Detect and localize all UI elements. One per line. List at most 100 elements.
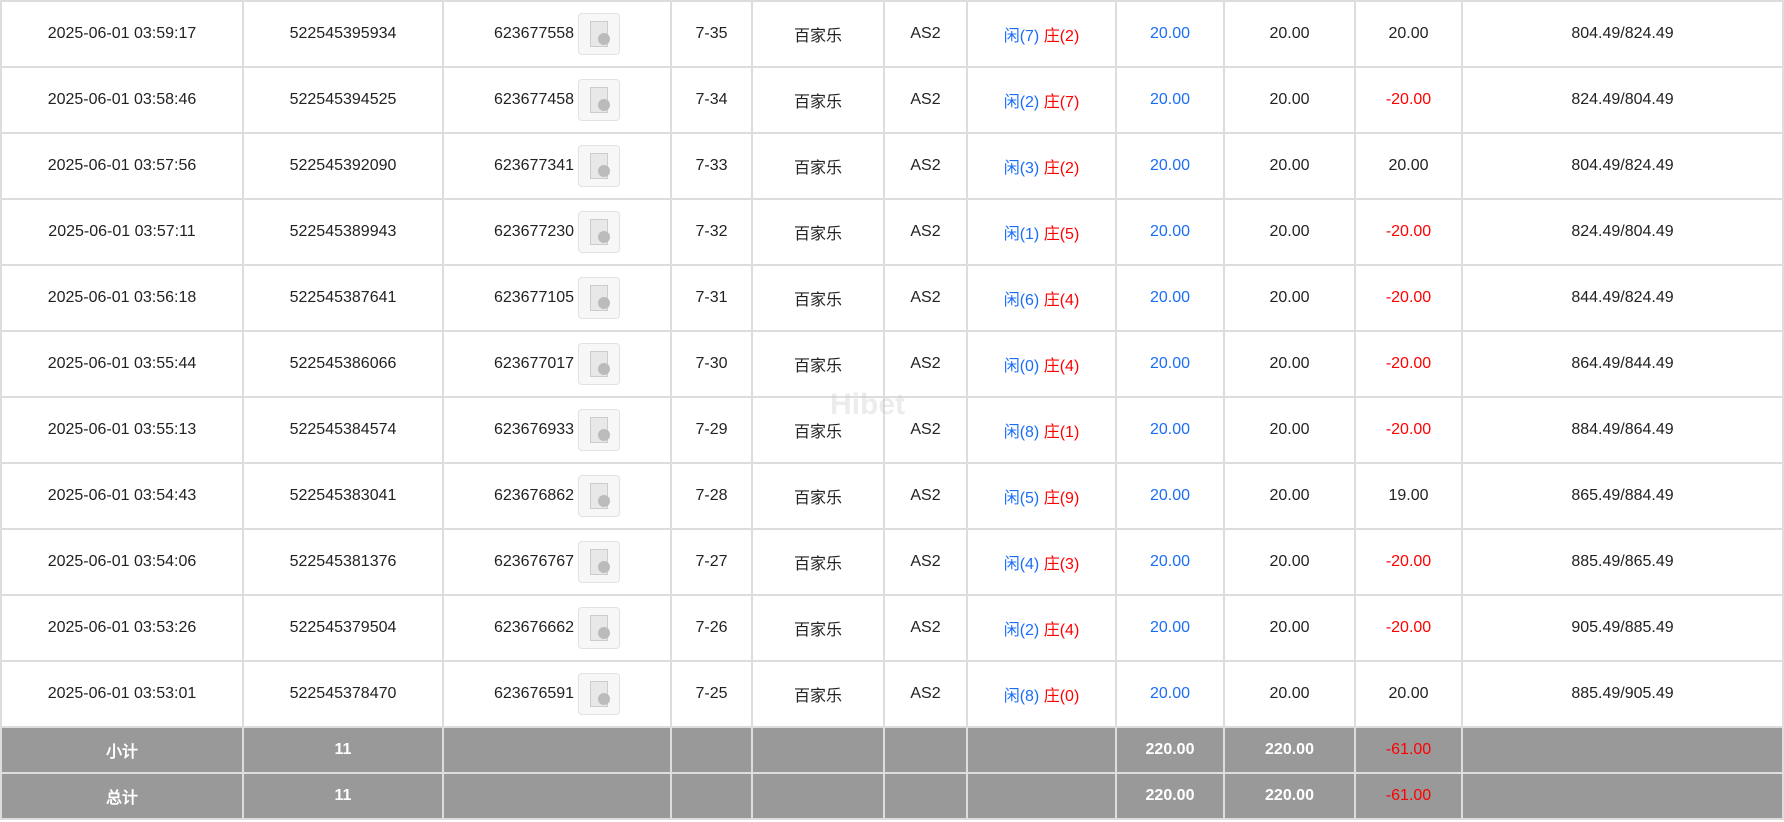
- bet-time: 2025-06-01 03:59:17: [0, 0, 244, 68]
- bet-time: 2025-06-01 03:55:13: [0, 396, 244, 464]
- bet-time: 2025-06-01 03:56:18: [0, 264, 244, 332]
- banker-result: 庄(1): [1043, 424, 1080, 441]
- player-result: 闲(7): [1003, 28, 1040, 45]
- game-id-cell: 623677105: [442, 264, 672, 332]
- win-loss: -20.00: [1354, 264, 1463, 332]
- balance: 885.49/865.49: [1461, 528, 1784, 596]
- video-replay-icon[interactable]: [578, 541, 621, 583]
- total-count: 11: [242, 772, 444, 820]
- win-loss: -20.00: [1354, 330, 1463, 398]
- game-id-cell: 623677230: [442, 198, 672, 266]
- order-number: 522545394525: [242, 66, 444, 134]
- video-replay-icon[interactable]: [578, 211, 621, 253]
- table-code: AS2: [883, 66, 968, 134]
- subtotal-row: 小计 11 220.00 220.00 -61.00: [0, 726, 1784, 774]
- subtotal-bet: 220.00: [1115, 726, 1225, 774]
- video-replay-icon[interactable]: [578, 343, 621, 385]
- game-type: 百家乐: [751, 660, 885, 728]
- table-row: 2025-06-01 03:57:11 522545389943 623677230…: [0, 198, 1784, 266]
- table-code: AS2: [883, 0, 968, 68]
- table-code: AS2: [883, 594, 968, 662]
- video-replay-icon[interactable]: [578, 277, 621, 319]
- game-id-cell: 623676933: [442, 396, 672, 464]
- game-id: 623677458: [493, 91, 575, 109]
- valid-bet: 20.00: [1223, 660, 1356, 728]
- result-cell: 闲(1) 庄(5): [966, 198, 1117, 266]
- player-result: 闲(8): [1003, 688, 1040, 705]
- win-loss: -20.00: [1354, 528, 1463, 596]
- video-replay-icon[interactable]: [578, 13, 621, 55]
- table-code: AS2: [883, 528, 968, 596]
- round: 7-27: [670, 528, 753, 596]
- video-replay-icon[interactable]: [578, 673, 621, 715]
- game-id: 623676591: [493, 685, 575, 703]
- player-result: 闲(5): [1003, 490, 1040, 507]
- bet-amount: 20.00: [1115, 66, 1225, 134]
- bet-time: 2025-06-01 03:57:56: [0, 132, 244, 200]
- video-replay-icon[interactable]: [578, 79, 621, 121]
- total-row: 总计 11 220.00 220.00 -61.00: [0, 772, 1784, 820]
- subtotal-count: 11: [242, 726, 444, 774]
- banker-result: 庄(4): [1043, 622, 1080, 639]
- game-id-cell: 623676862: [442, 462, 672, 530]
- win-loss: -20.00: [1354, 396, 1463, 464]
- table-row: 2025-06-01 03:55:13 522545384574 623676933…: [0, 396, 1784, 464]
- game-type: 百家乐: [751, 528, 885, 596]
- balance: 804.49/824.49: [1461, 132, 1784, 200]
- video-replay-icon[interactable]: [578, 475, 621, 517]
- win-loss: 20.00: [1354, 660, 1463, 728]
- valid-bet: 20.00: [1223, 66, 1356, 134]
- bet-time: 2025-06-01 03:53:01: [0, 660, 244, 728]
- banker-result: 庄(2): [1043, 28, 1080, 45]
- round: 7-33: [670, 132, 753, 200]
- result-cell: 闲(8) 庄(0): [966, 660, 1117, 728]
- table-row: 2025-06-01 03:59:17 522545395934 623677558…: [0, 0, 1784, 68]
- total-win: -61.00: [1385, 787, 1432, 804]
- valid-bet: 20.00: [1223, 330, 1356, 398]
- valid-bet: 20.00: [1223, 594, 1356, 662]
- banker-result: 庄(7): [1043, 94, 1080, 111]
- result-cell: 闲(2) 庄(4): [966, 594, 1117, 662]
- balance: 865.49/884.49: [1461, 462, 1784, 530]
- valid-bet: 20.00: [1223, 528, 1356, 596]
- game-id-cell: 623676662: [442, 594, 672, 662]
- banker-result: 庄(0): [1043, 688, 1080, 705]
- game-id-cell: 623677558: [442, 0, 672, 68]
- bet-amount: 20.00: [1115, 132, 1225, 200]
- video-replay-icon[interactable]: [578, 409, 621, 451]
- win-loss: -20.00: [1354, 66, 1463, 134]
- game-type: 百家乐: [751, 264, 885, 332]
- player-result: 闲(4): [1003, 556, 1040, 573]
- balance: 885.49/905.49: [1461, 660, 1784, 728]
- order-number: 522545386066: [242, 330, 444, 398]
- bet-amount: 20.00: [1115, 198, 1225, 266]
- game-type: 百家乐: [751, 0, 885, 68]
- round: 7-30: [670, 330, 753, 398]
- table-code: AS2: [883, 264, 968, 332]
- win-loss: 20.00: [1354, 132, 1463, 200]
- order-number: 522545392090: [242, 132, 444, 200]
- bet-time: 2025-06-01 03:53:26: [0, 594, 244, 662]
- table-row: 2025-06-01 03:54:06 522545381376 623676767…: [0, 528, 1784, 596]
- round: 7-28: [670, 462, 753, 530]
- order-number: 522545387641: [242, 264, 444, 332]
- total-valid: 220.00: [1223, 772, 1356, 820]
- player-result: 闲(2): [1003, 94, 1040, 111]
- order-number: 522545384574: [242, 396, 444, 464]
- balance: 804.49/824.49: [1461, 0, 1784, 68]
- video-replay-icon[interactable]: [578, 607, 621, 649]
- game-id: 623677230: [493, 223, 575, 241]
- round: 7-31: [670, 264, 753, 332]
- player-result: 闲(6): [1003, 292, 1040, 309]
- balance: 844.49/824.49: [1461, 264, 1784, 332]
- bet-time: 2025-06-01 03:57:11: [0, 198, 244, 266]
- round: 7-25: [670, 660, 753, 728]
- bet-time: 2025-06-01 03:58:46: [0, 66, 244, 134]
- game-id: 623676862: [493, 487, 575, 505]
- video-replay-icon[interactable]: [578, 145, 621, 187]
- bet-time: 2025-06-01 03:55:44: [0, 330, 244, 398]
- game-id: 623677017: [493, 355, 575, 373]
- valid-bet: 20.00: [1223, 132, 1356, 200]
- banker-result: 庄(4): [1043, 292, 1080, 309]
